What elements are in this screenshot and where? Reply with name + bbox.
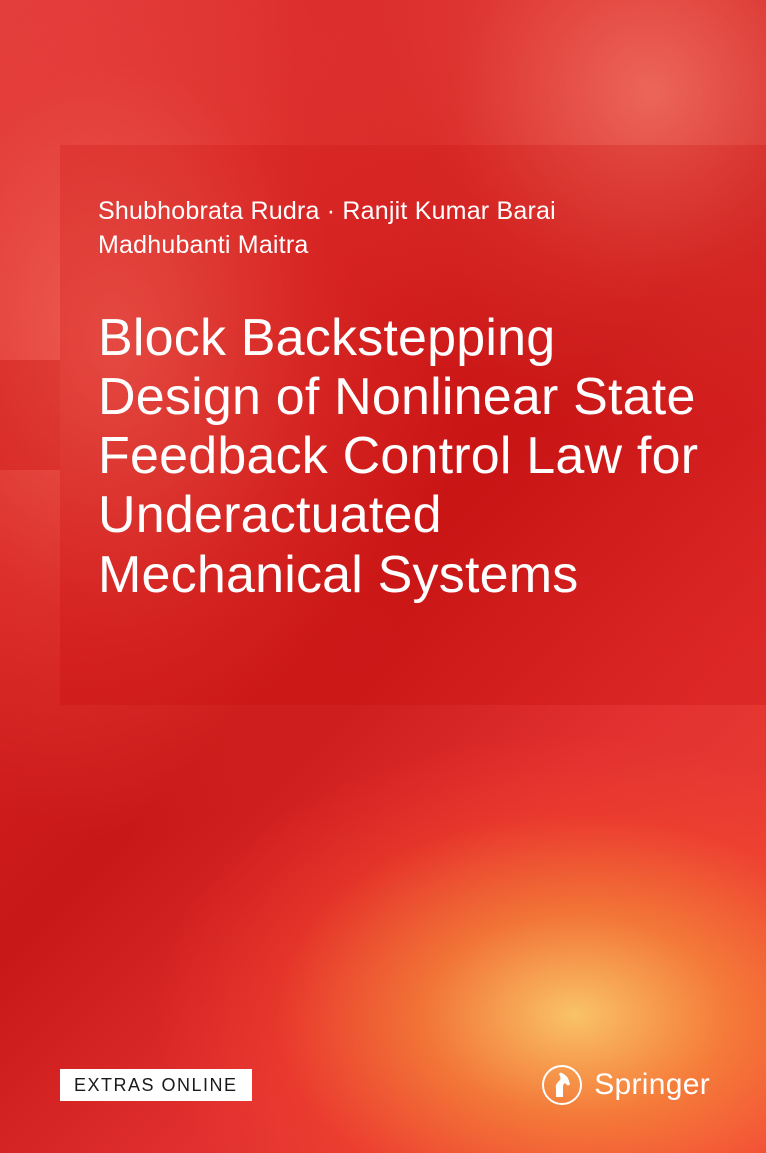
footer-bar: EXTRAS ONLINE Springer [0,1065,766,1105]
authors-line-2: Madhubanti Maitra [98,229,706,263]
authors-block: Shubhobrata Rudra · Ranjit Kumar Barai M… [98,195,706,263]
text-panel: Shubhobrata Rudra · Ranjit Kumar Barai M… [60,145,766,705]
springer-horse-icon [542,1065,582,1105]
authors-line-1: Shubhobrata Rudra · Ranjit Kumar Barai [98,195,706,229]
horse-icon-svg [550,1071,574,1099]
left-accent-tab [0,360,60,470]
book-title: Block Backstepping Design of Nonlinear S… [98,309,706,605]
book-cover: Shubhobrata Rudra · Ranjit Kumar Barai M… [0,0,766,1153]
publisher-name: Springer [594,1068,710,1102]
publisher-block: Springer [542,1065,710,1105]
extras-online-badge: EXTRAS ONLINE [60,1069,252,1101]
